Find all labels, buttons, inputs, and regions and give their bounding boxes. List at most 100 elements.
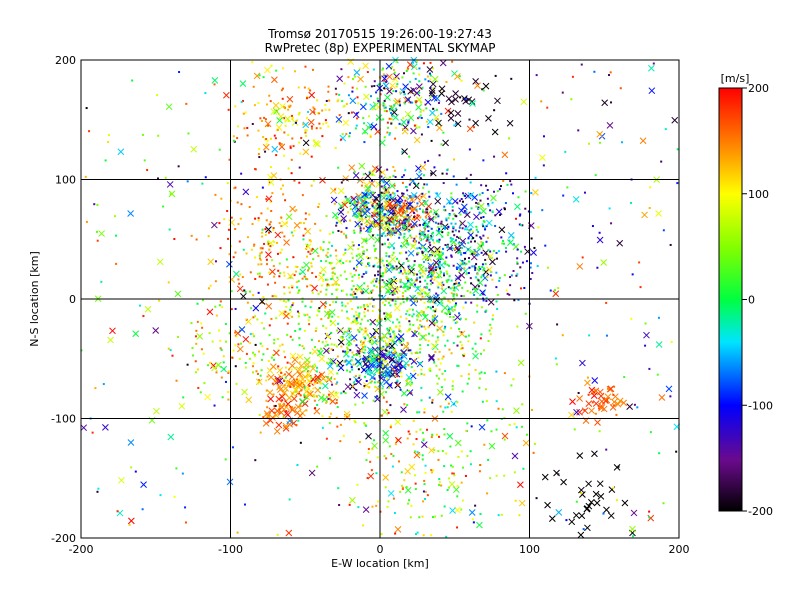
data-point-x: [317, 394, 325, 402]
data-point-x: [392, 75, 399, 83]
data-point-dot: [252, 85, 255, 88]
data-point-dot: [439, 270, 442, 273]
data-point-x: [539, 154, 546, 162]
data-point-dot: [383, 99, 386, 102]
data-point-dot: [301, 194, 304, 197]
data-point-dot: [426, 319, 429, 322]
data-point-x: [385, 287, 392, 295]
data-point-x: [282, 384, 290, 392]
data-point-dot: [335, 362, 338, 365]
data-point-dot: [477, 285, 480, 288]
data-point-x: [282, 422, 290, 430]
data-point-dot: [287, 299, 290, 302]
data-point-x: [630, 509, 638, 517]
data-point-dot: [374, 257, 377, 260]
data-point-dot: [380, 225, 383, 228]
data-point-dot: [350, 322, 353, 325]
data-point-x: [276, 377, 284, 385]
data-point-dot: [533, 246, 536, 249]
data-point-dot: [244, 290, 247, 293]
data-point-dot: [353, 231, 356, 234]
data-point-dot: [529, 211, 532, 214]
data-point-dot: [304, 227, 307, 230]
data-point-dot: [371, 289, 374, 292]
data-point-dot: [328, 261, 331, 264]
data-point-dot: [393, 192, 396, 195]
data-point-dot: [470, 240, 473, 243]
data-point-dot: [619, 87, 622, 90]
data-point-dot: [387, 329, 390, 332]
data-point-dot: [347, 201, 350, 204]
data-point-dot: [367, 448, 370, 451]
data-point-dot: [254, 315, 257, 318]
data-point-dot: [365, 459, 368, 462]
data-point-dot: [309, 89, 312, 92]
data-point-dot: [364, 375, 367, 378]
data-point-dot: [347, 211, 350, 214]
data-point-dot: [345, 227, 348, 230]
data-point-dot: [382, 272, 385, 275]
data-point-dot: [387, 231, 390, 234]
data-point-dot: [391, 465, 394, 468]
data-point-dot: [292, 302, 295, 305]
data-point-x: [405, 373, 413, 381]
data-point-dot: [404, 285, 407, 288]
data-point-dot: [536, 265, 539, 268]
data-point-dot: [541, 209, 544, 212]
data-point-x: [278, 309, 286, 317]
data-point-dot: [291, 315, 294, 318]
data-point-dot: [429, 78, 432, 81]
data-point-dot: [391, 191, 394, 194]
data-point-dot: [392, 340, 395, 343]
data-point-dot: [243, 289, 246, 292]
data-point-dot: [307, 87, 310, 90]
data-point-x: [335, 116, 343, 123]
data-point-x: [140, 481, 147, 488]
data-point-dot: [484, 258, 487, 261]
data-point-dot: [425, 107, 428, 110]
data-point-x: [588, 407, 595, 415]
data-point-dot: [469, 193, 472, 196]
data-point-dot: [228, 158, 231, 161]
data-point-dot: [369, 95, 372, 98]
data-point-dot: [401, 486, 404, 489]
data-point-dot: [448, 313, 451, 316]
data-point-dot: [218, 148, 221, 151]
data-point-x: [435, 119, 442, 127]
data-point-dot: [369, 134, 372, 137]
data-point-dot: [277, 269, 280, 272]
data-point-x: [245, 318, 252, 325]
data-point-x: [490, 194, 497, 202]
data-point-dot: [355, 265, 358, 268]
data-point-dot: [403, 269, 406, 272]
data-point-dot: [335, 382, 338, 385]
data-point-dot: [460, 198, 463, 201]
data-point-dot: [96, 239, 99, 242]
data-point-dot: [573, 428, 576, 431]
data-point-x: [578, 512, 586, 520]
data-point-dot: [271, 295, 274, 298]
data-point-dot: [353, 320, 356, 323]
data-point-x: [207, 258, 215, 266]
data-point-dot: [482, 225, 485, 228]
data-point-dot: [475, 276, 478, 279]
data-point-dot: [319, 382, 322, 385]
data-point-dot: [387, 500, 390, 503]
data-point-dot: [408, 98, 411, 101]
data-point-dot: [314, 222, 317, 225]
data-point-dot: [514, 217, 517, 220]
data-point-dot: [416, 531, 419, 534]
data-point-dot: [409, 516, 412, 519]
data-point-dot: [349, 208, 352, 211]
data-point-dot: [219, 300, 222, 303]
data-point-x: [437, 388, 444, 396]
data-point-dot: [444, 369, 447, 372]
data-point-dot: [410, 208, 413, 211]
data-point-dot: [224, 323, 227, 326]
data-point-x: [240, 292, 247, 300]
data-point-dot: [389, 326, 392, 329]
data-point-dot: [396, 257, 399, 260]
data-point-dot: [303, 329, 306, 332]
data-point-x: [458, 207, 465, 215]
data-point-dot: [446, 246, 449, 249]
